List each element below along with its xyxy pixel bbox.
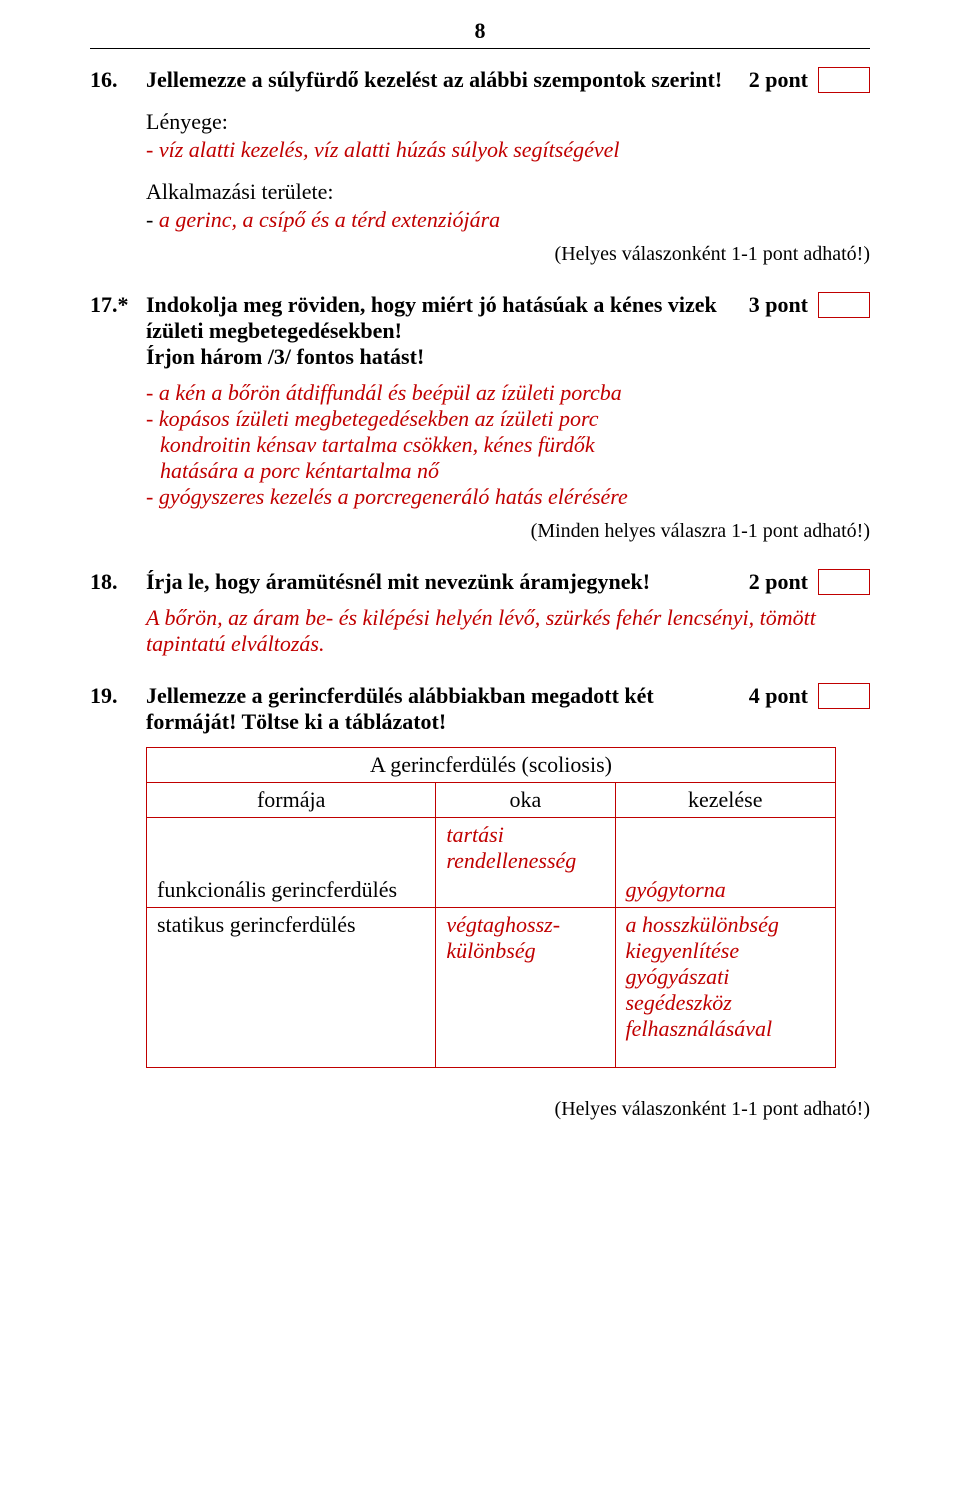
q19-grading: (Helyes válaszonként 1-1 pont adható!) [90, 1098, 870, 1121]
table-row: funkcionális gerincferdülés tartási rend… [147, 818, 836, 908]
page: 8 16. Jellemezze a súlyfürdő kezelést az… [0, 0, 960, 1187]
q16-points: 2 pont [749, 67, 870, 93]
question-19: 19. Jellemezze a gerincferdülés alábbiak… [90, 683, 870, 1121]
q16-points-label: 2 pont [749, 67, 808, 93]
q16-answer-lenyege: - víz alatti kezelés, víz alatti húzás s… [146, 137, 870, 163]
q18-number: 18. [90, 569, 146, 595]
q16-answer-alkalmazasi: a gerinc, a csípő és a térd extenziójára [159, 207, 500, 232]
question-18: 18. Írja le, hogy áramütésnél mit nevezü… [90, 569, 870, 657]
q17-number: 17.* [90, 292, 146, 318]
q17-ans-line: - kopásos ízületi megbetegedésekben az í… [146, 406, 870, 432]
q16-number: 16. [90, 67, 146, 93]
q19-col-forma: formája [147, 783, 436, 818]
q19-points-box [818, 683, 870, 709]
q19-r1-ok: tartási rendellenesség [436, 818, 615, 908]
q17-answers: - a kén a bőrön átdiffundál és beépül az… [146, 380, 870, 510]
q19-table-title: A gerincferdülés (scoliosis) [147, 748, 836, 783]
q19-r2-forma: statikus gerincferdülés [147, 908, 436, 1068]
q19-number: 19. [90, 683, 146, 709]
q19-col-kezelese: kezelése [615, 783, 836, 818]
q17-ans-line: hatására a porc kéntartalma nő [146, 458, 870, 484]
q18-answer: A bőrön, az áram be- és kilépési helyén … [146, 605, 870, 657]
q18-points-label: 2 pont [749, 569, 808, 595]
q16-grading: (Helyes válaszonként 1-1 pont adható!) [90, 243, 870, 266]
q16-answer-alkalmazasi-row: - a gerinc, a csípő és a térd extenziójá… [146, 207, 870, 233]
q16-points-box [818, 67, 870, 93]
q19-col-oka: oka [436, 783, 615, 818]
q18-points: 2 pont [749, 569, 870, 595]
q17-points-label: 3 pont [749, 292, 808, 318]
q19-r2-ok: végtaghossz-különbség [436, 908, 615, 1068]
q17-ans-line: - a kén a bőrön átdiffundál és beépül az… [146, 380, 870, 406]
table-row: statikus gerincferdülés végtaghossz-külö… [147, 908, 836, 1068]
q19-r1-forma: funkcionális gerincferdülés [147, 818, 436, 908]
q19-r2-kezeles: a hosszkülönbség kiegyenlítése gyógyásza… [615, 908, 836, 1068]
q19-r1-kezeles: gyógytorna [615, 818, 836, 908]
q16-ans2-prefix: - [146, 207, 159, 232]
question-16: 16. Jellemezze a súlyfürdő kezelést az a… [90, 67, 870, 266]
q17-ans-line: kondroitin kénsav tartalma csökken, kéne… [146, 432, 870, 458]
q18-points-box [818, 569, 870, 595]
q16-label-lenyege: Lényege: [146, 109, 870, 135]
page-number: 8 [90, 18, 870, 49]
q17-ans-line: - gyógyszeres kezelés a porcregeneráló h… [146, 484, 870, 510]
q19-points-label: 4 pont [749, 683, 808, 709]
q17-points: 3 pont [749, 292, 870, 318]
q19-points: 4 pont [749, 683, 870, 709]
question-17: 17.* Indokolja meg röviden, hogy miért j… [90, 292, 870, 543]
q17-grading: (Minden helyes válaszra 1-1 pont adható!… [90, 520, 870, 543]
q16-label-alkalmazasi: Alkalmazási területe: [146, 179, 870, 205]
q19-table: A gerincferdülés (scoliosis) formája oka… [146, 747, 836, 1068]
q17-points-box [818, 292, 870, 318]
